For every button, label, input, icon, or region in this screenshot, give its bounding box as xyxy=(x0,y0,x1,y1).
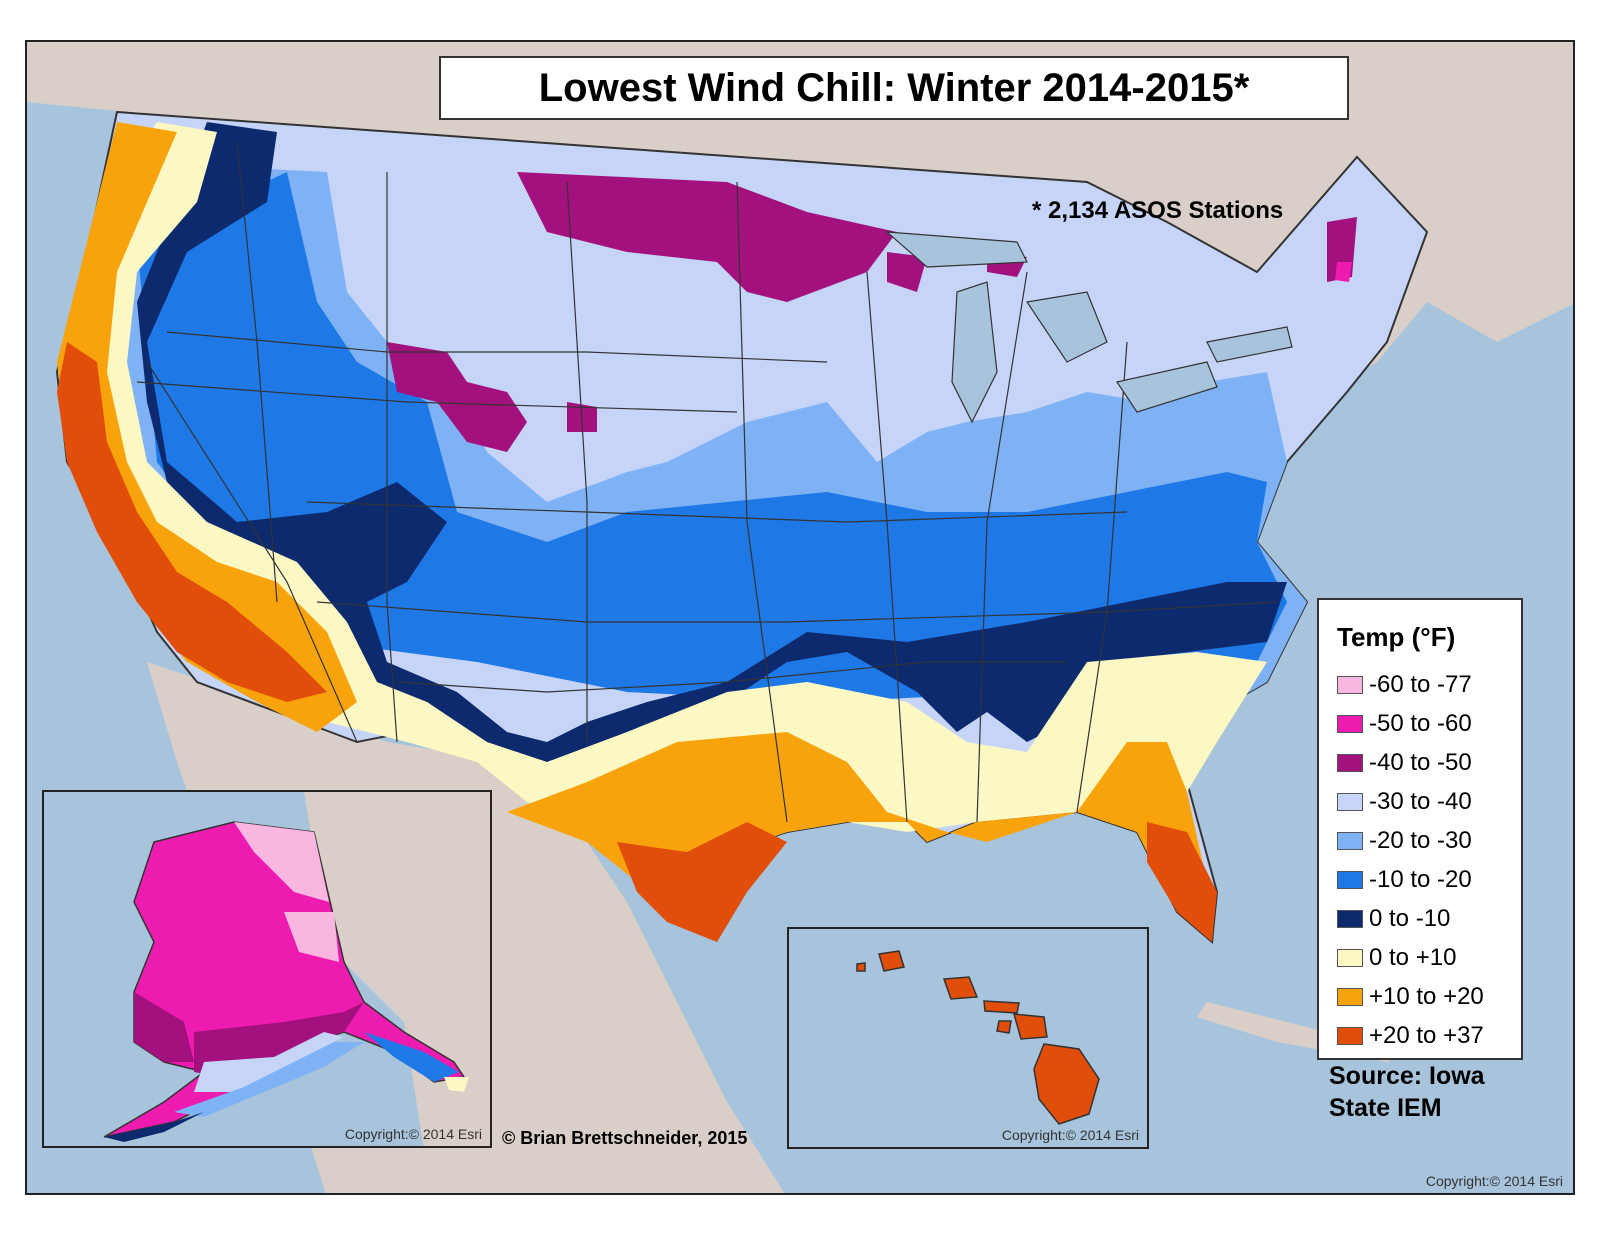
map-frame: Lowest Wind Chill: Winter 2014-2015* * 2… xyxy=(25,40,1575,1195)
legend-label: 0 to -10 xyxy=(1369,904,1451,932)
legend-swatch xyxy=(1337,909,1363,928)
legend-item: -50 to -60 xyxy=(1337,704,1521,743)
legend-swatch xyxy=(1337,831,1363,850)
alaska-inset: Copyright:© 2014 Esri xyxy=(42,790,492,1148)
legend: Temp (°F) -60 to -77 -50 to -60 -40 to -… xyxy=(1317,598,1523,1060)
state-borders xyxy=(136,141,1278,823)
legend-item: +20 to +37 xyxy=(1337,1016,1521,1055)
legend-item: -20 to -30 xyxy=(1337,821,1521,860)
legend-item: -30 to -40 xyxy=(1337,782,1521,821)
data-source: Source: Iowa State IEM xyxy=(1329,1062,1485,1122)
legend-item: -40 to -50 xyxy=(1337,743,1521,782)
legend-swatch xyxy=(1337,948,1363,967)
alaska-copyright: Copyright:© 2014 Esri xyxy=(344,1126,482,1142)
hawaii-big-island xyxy=(1033,1043,1100,1125)
hawaii-inset: Copyright:© 2014 Esri xyxy=(787,927,1149,1149)
hawaii-copyright: Copyright:© 2014 Esri xyxy=(1001,1127,1139,1143)
legend-label: -60 to -77 xyxy=(1369,670,1472,698)
legend-label: -20 to -30 xyxy=(1369,826,1472,854)
legend-item: -10 to -20 xyxy=(1337,860,1521,899)
alaska-map xyxy=(103,792,490,1146)
molokai xyxy=(983,1000,1020,1014)
legend-label: -50 to -60 xyxy=(1369,709,1472,737)
legend-item: +10 to +20 xyxy=(1337,977,1521,1016)
great-lakes xyxy=(885,231,1293,424)
stations-note: * 2,134 ASOS Stations xyxy=(1032,197,1284,224)
legend-swatch xyxy=(1337,792,1363,811)
legend-label: 0 to +10 xyxy=(1369,943,1457,971)
legend-swatch xyxy=(1337,675,1363,694)
oahu xyxy=(942,976,979,1000)
kauai xyxy=(878,950,905,972)
legend-label: -10 to -20 xyxy=(1369,865,1472,893)
legend-title: Temp (°F) xyxy=(1337,622,1456,652)
legend-label: -30 to -40 xyxy=(1369,787,1472,815)
map-copyright: Copyright:© 2014 Esri xyxy=(1425,1173,1563,1189)
legend-swatch xyxy=(1337,1026,1363,1045)
maui xyxy=(1012,1013,1048,1040)
legend-item: -60 to -77 xyxy=(1337,665,1521,704)
legend-swatch xyxy=(1337,987,1363,1006)
legend-swatch xyxy=(1337,714,1363,733)
author-credit: © Brian Brettschneider, 2015 xyxy=(502,1128,748,1148)
map-title: Lowest Wind Chill: Winter 2014-2015* xyxy=(439,56,1349,120)
legend-item: 0 to -10 xyxy=(1337,899,1521,938)
legend-label: +20 to +37 xyxy=(1369,1021,1484,1049)
legend-label: -40 to -50 xyxy=(1369,748,1472,776)
hawaii-map xyxy=(856,950,1100,1125)
us-wind-chill-map xyxy=(27,42,1573,1193)
legend-swatch xyxy=(1337,870,1363,889)
legend-label: +10 to +20 xyxy=(1369,982,1484,1010)
legend-swatch xyxy=(1337,753,1363,772)
legend-items: -60 to -77 -50 to -60 -40 to -50 -30 to … xyxy=(1337,665,1521,1055)
legend-item: 0 to +10 xyxy=(1337,938,1521,977)
